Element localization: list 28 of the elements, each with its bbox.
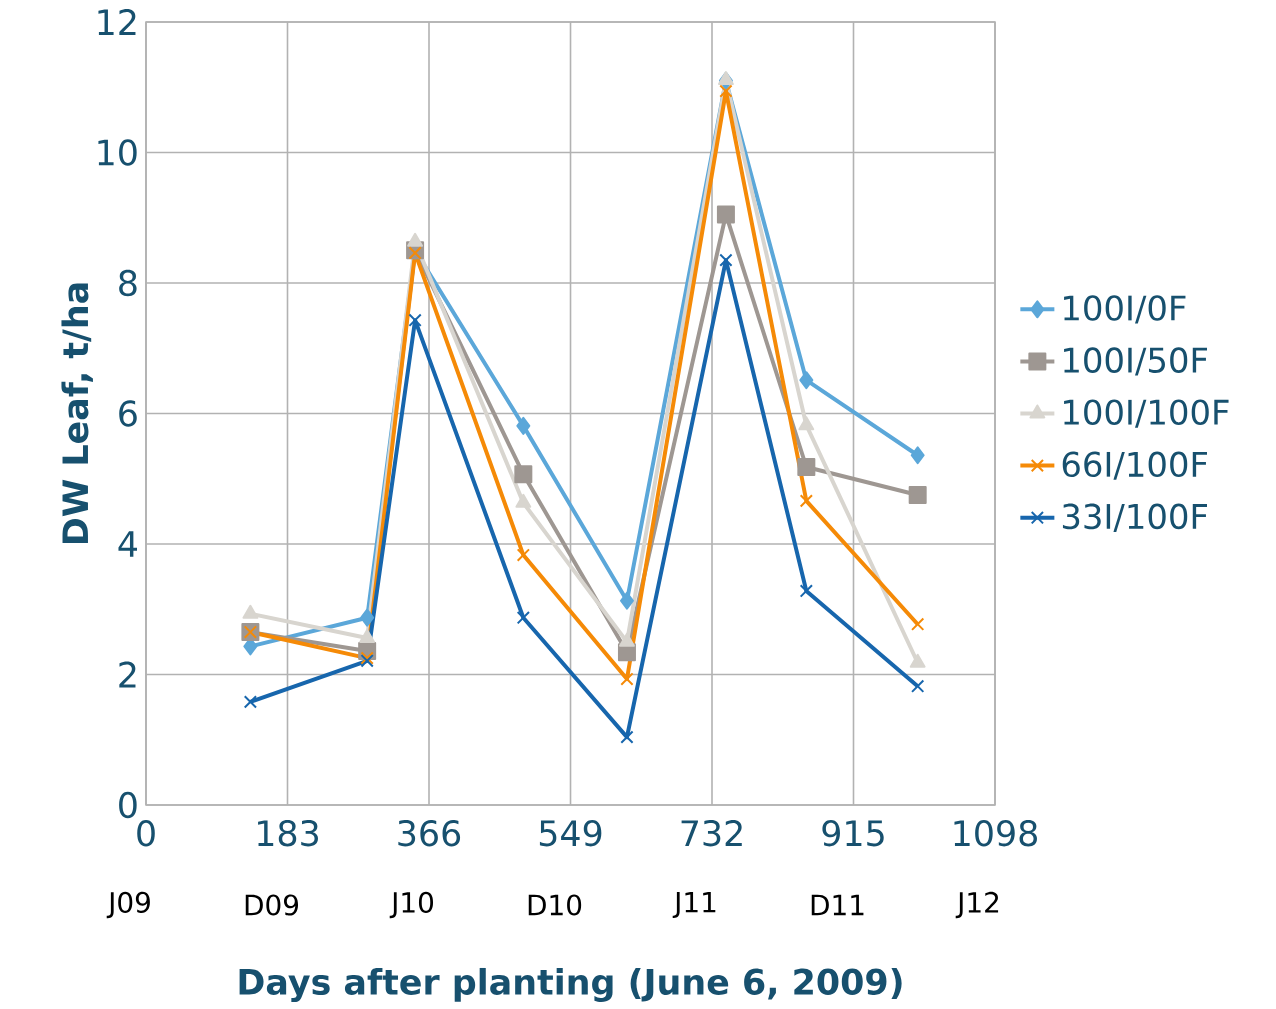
text: J12 <box>955 892 999 919</box>
y-tick-label: 4 <box>118 531 137 557</box>
x-tick-label: 549 <box>539 820 602 847</box>
y-tick-label: 2 <box>119 661 136 688</box>
y-tick-label: 12 <box>98 9 136 36</box>
x-axis-title: Days after planting (June 6, 2009) <box>239 968 902 1003</box>
text: D10 <box>528 894 582 916</box>
y-tick-label: 8 <box>119 269 137 297</box>
x-tick-label: 0 <box>137 820 155 847</box>
y-tick-label: 0 <box>119 791 137 819</box>
text: D11 <box>811 894 864 916</box>
x-tick-label: 183 <box>258 820 318 847</box>
text: J11 <box>672 892 716 919</box>
y-axis-title: DW Leaf, t/ha <box>61 283 93 544</box>
y-tick-label: 6 <box>119 400 137 427</box>
text: J09 <box>106 892 150 919</box>
text: D09 <box>245 894 299 916</box>
x-tick-label: 732 <box>681 820 742 847</box>
y-tick-label: 10 <box>98 139 137 166</box>
x-tick-label: 366 <box>398 820 461 847</box>
x-tick-label: 1098 <box>954 820 1037 847</box>
legend-label: 33I/100F <box>1062 503 1207 533</box>
legend-label: 100I/0F <box>1064 295 1186 324</box>
legend-label: 66I/100F <box>1062 451 1207 480</box>
x-tick-label: 915 <box>822 820 884 847</box>
text: J10 <box>389 892 434 919</box>
legend-label: 100I/50F <box>1064 347 1207 376</box>
legend-label: 100I/100F <box>1064 399 1229 428</box>
